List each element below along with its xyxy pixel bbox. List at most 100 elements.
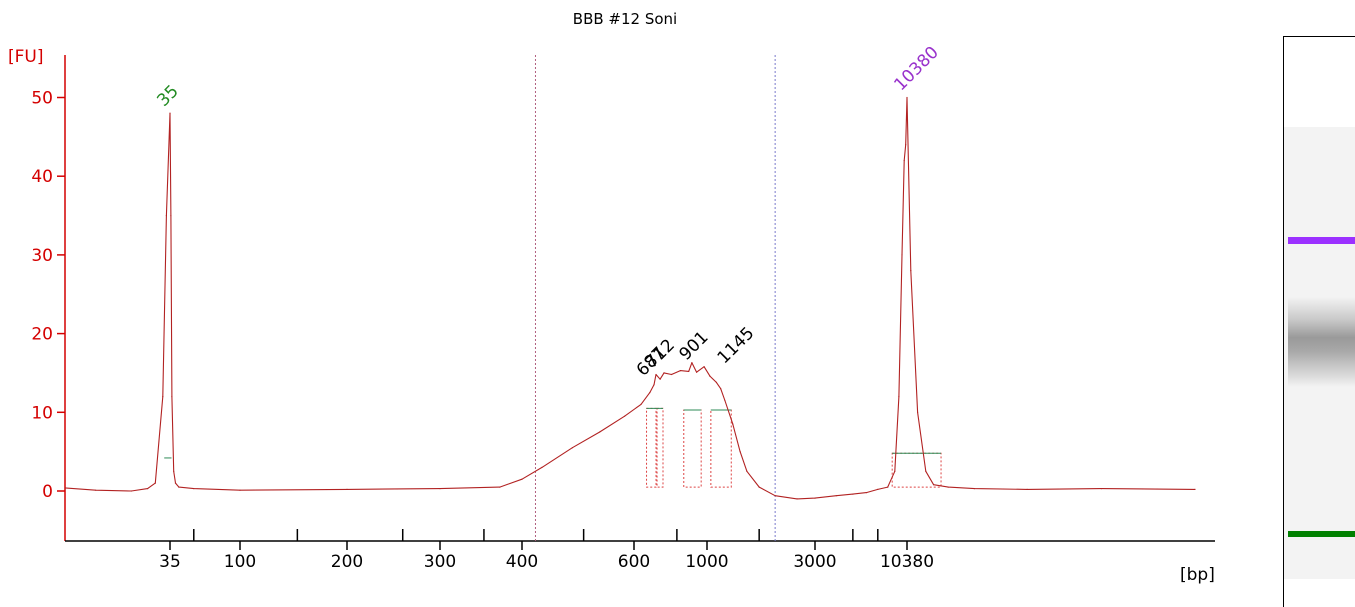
trace-point bbox=[64, 487, 66, 489]
trace-point bbox=[732, 423, 734, 425]
peak-box bbox=[646, 407, 657, 488]
peak-box bbox=[656, 407, 664, 488]
trace-point bbox=[640, 403, 642, 405]
trace-point bbox=[688, 370, 690, 372]
gel-band-lower-marker bbox=[1288, 531, 1355, 537]
gel-band-upper-marker bbox=[1288, 237, 1355, 244]
trace-point bbox=[933, 484, 935, 486]
region-markers bbox=[534, 55, 776, 541]
trace-point bbox=[521, 478, 523, 480]
peak-markers bbox=[164, 407, 942, 488]
chart-title: BBB #12 Soni bbox=[573, 10, 677, 28]
peak-label: 35 bbox=[153, 81, 182, 110]
x-axis-label: [bp] bbox=[1180, 565, 1215, 585]
trace-point bbox=[170, 215, 172, 217]
trace-point bbox=[901, 254, 903, 256]
trace-point bbox=[894, 470, 896, 472]
y-axis-label: [FU] bbox=[8, 47, 44, 67]
y-tick-label: 30 bbox=[31, 246, 53, 266]
trace-point bbox=[173, 470, 175, 472]
peak-box bbox=[683, 409, 702, 488]
trace-point bbox=[715, 381, 718, 383]
trace-point bbox=[814, 497, 816, 499]
trace-point bbox=[1194, 488, 1196, 490]
trace-point bbox=[670, 373, 673, 376]
trace-point bbox=[659, 378, 661, 380]
trace-point bbox=[346, 488, 348, 490]
trace-point bbox=[703, 366, 705, 368]
peak-box bbox=[710, 409, 732, 488]
x-tick-label: 200 bbox=[331, 552, 363, 572]
trace-point bbox=[174, 482, 177, 484]
trace-point bbox=[171, 396, 173, 398]
x-tick-label: 100 bbox=[224, 552, 256, 572]
y-tick-label: 10 bbox=[31, 403, 53, 423]
trace-point bbox=[887, 486, 889, 488]
peak-label: 901 bbox=[675, 328, 712, 365]
trace-point bbox=[162, 396, 164, 398]
trace-point bbox=[691, 362, 693, 364]
trace-point bbox=[877, 488, 879, 490]
trace-point bbox=[541, 466, 543, 468]
trace-point bbox=[852, 493, 854, 495]
x-tick-label: 3000 bbox=[793, 552, 836, 572]
trace-point bbox=[147, 488, 149, 490]
trace-point bbox=[165, 215, 167, 217]
trace-point bbox=[1026, 488, 1028, 490]
trace-point bbox=[499, 486, 501, 488]
y-tick-label: 50 bbox=[31, 89, 53, 109]
electropherogram-chart: BBB #12 Soni [FU] [bp] 0 10 20 30 40 50 35 100 2… bbox=[8, 10, 1215, 585]
trace-point bbox=[239, 489, 241, 491]
axes: 0 10 20 30 40 50 35 100 200 300 400 600 1000 3000 1038… bbox=[31, 55, 1215, 572]
x-tick-label: 600 bbox=[618, 552, 650, 572]
x-tick-label: 35 bbox=[159, 552, 181, 572]
x-tick-label: 400 bbox=[506, 552, 538, 572]
trace-point bbox=[758, 486, 760, 488]
x-tick-label: 300 bbox=[424, 552, 456, 572]
trace-point bbox=[835, 495, 837, 497]
trace-point bbox=[653, 384, 655, 386]
trace-point bbox=[178, 486, 180, 488]
trace-point bbox=[947, 486, 949, 488]
gel-band-smear bbox=[1288, 297, 1355, 387]
peak-label: 10380 bbox=[890, 43, 942, 95]
peak-label: 1145 bbox=[714, 323, 759, 368]
trace-point bbox=[696, 371, 698, 373]
trace-point bbox=[649, 392, 651, 394]
trace-point bbox=[130, 490, 132, 492]
peak-box bbox=[891, 452, 942, 488]
trace-point bbox=[439, 488, 441, 490]
trace-point bbox=[774, 495, 776, 497]
trace-point bbox=[898, 396, 900, 398]
trace-point bbox=[1100, 488, 1102, 490]
trace-point bbox=[903, 159, 905, 162]
trace-point bbox=[599, 431, 601, 433]
trace-point bbox=[925, 470, 927, 472]
trace-point bbox=[910, 270, 912, 272]
trace-point bbox=[865, 492, 868, 494]
fluorescence-trace bbox=[64, 96, 1196, 500]
trace-point bbox=[973, 488, 976, 490]
trace-group bbox=[64, 96, 1196, 500]
trace-point bbox=[720, 388, 722, 390]
y-tick-label: 40 bbox=[31, 167, 53, 187]
trace-point bbox=[724, 399, 726, 402]
trace-point bbox=[95, 489, 97, 491]
trace-point bbox=[571, 447, 574, 449]
trace-point bbox=[709, 375, 711, 377]
y-tick-label: 0 bbox=[42, 482, 53, 502]
trace-point bbox=[739, 451, 741, 453]
trace-point bbox=[906, 96, 908, 99]
x-tick-label: 10380 bbox=[880, 552, 934, 572]
trace-point bbox=[917, 411, 919, 413]
trace-point bbox=[746, 470, 748, 472]
x-tick-label: 1000 bbox=[685, 552, 728, 572]
trace-point bbox=[655, 373, 657, 376]
trace-point bbox=[624, 415, 626, 417]
trace-point bbox=[905, 144, 907, 146]
y-tick-label: 20 bbox=[31, 325, 53, 345]
trace-point bbox=[663, 372, 665, 374]
trace-point bbox=[679, 370, 682, 372]
trace-point bbox=[169, 112, 171, 114]
trace-point bbox=[796, 498, 798, 500]
